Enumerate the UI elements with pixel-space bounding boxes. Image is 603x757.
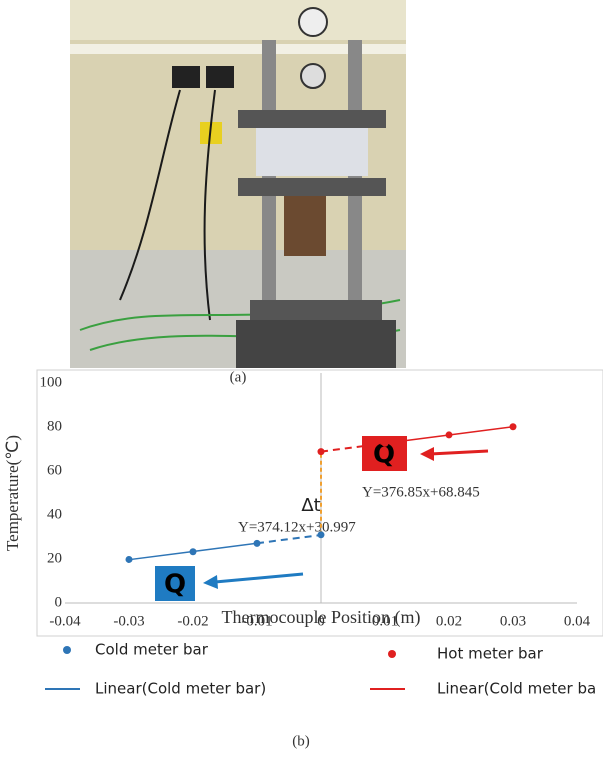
y-tick-label: 80 bbox=[47, 418, 62, 434]
chart-frame bbox=[36, 369, 603, 637]
trendline bbox=[256, 534, 322, 545]
x-tick-label: 0.04 bbox=[564, 613, 591, 629]
legend-label: Cold meter bar bbox=[95, 641, 209, 659]
trendline bbox=[384, 434, 450, 445]
point bbox=[317, 448, 325, 456]
x-tick-label: -0.03 bbox=[113, 613, 144, 629]
y-tick-label: 40 bbox=[47, 506, 62, 522]
trendline bbox=[448, 425, 514, 436]
legend-marker bbox=[388, 650, 396, 658]
x-tick-label: -0.01 bbox=[241, 613, 272, 629]
arrow bbox=[429, 449, 489, 456]
x-tick-label: 0.01 bbox=[372, 613, 398, 629]
q-label: Q bbox=[164, 570, 186, 600]
equation: Y=376.85x+68.845 bbox=[362, 484, 480, 500]
delta-label: Δt bbox=[301, 495, 320, 516]
arrow-head bbox=[420, 447, 434, 461]
y-axis-label: Temperature(℃) bbox=[3, 435, 22, 551]
legend-label: Linear(Cold meter bar) bbox=[95, 680, 266, 698]
photo bbox=[70, 0, 406, 368]
x-tick-label: 0.03 bbox=[500, 613, 526, 629]
x-tick-label: -0.04 bbox=[49, 613, 81, 629]
y-tick-label: 100 bbox=[40, 374, 63, 390]
point bbox=[509, 423, 517, 431]
y-tick-label: 0 bbox=[55, 594, 63, 610]
y-tick-label: 60 bbox=[47, 462, 62, 478]
point bbox=[317, 531, 325, 539]
point bbox=[125, 555, 133, 563]
point bbox=[253, 539, 261, 547]
legend-marker bbox=[63, 646, 71, 654]
x-tick-label: -0.02 bbox=[177, 613, 208, 629]
point bbox=[189, 548, 197, 556]
legend-label: Hot meter bar bbox=[437, 645, 544, 663]
trendline bbox=[128, 550, 194, 561]
equation: Y=374.12x+30.997 bbox=[238, 519, 356, 535]
point bbox=[445, 431, 453, 439]
trendline bbox=[192, 542, 258, 553]
point bbox=[381, 439, 389, 447]
caption: (b) bbox=[292, 733, 310, 749]
x-axis-label: Thermocouple Position (m) bbox=[222, 607, 421, 628]
arrow bbox=[214, 572, 304, 584]
q-label: Q bbox=[373, 440, 395, 470]
trendline bbox=[320, 442, 386, 453]
y-tick-label: 20 bbox=[47, 550, 62, 566]
arrow-head bbox=[203, 575, 218, 589]
x-tick-label: 0 bbox=[317, 613, 325, 629]
q-box bbox=[155, 566, 195, 601]
x-tick-label: 0.02 bbox=[436, 613, 462, 629]
legend-label: Linear(Cold meter ba bbox=[437, 680, 596, 698]
caption: (a) bbox=[230, 369, 247, 385]
